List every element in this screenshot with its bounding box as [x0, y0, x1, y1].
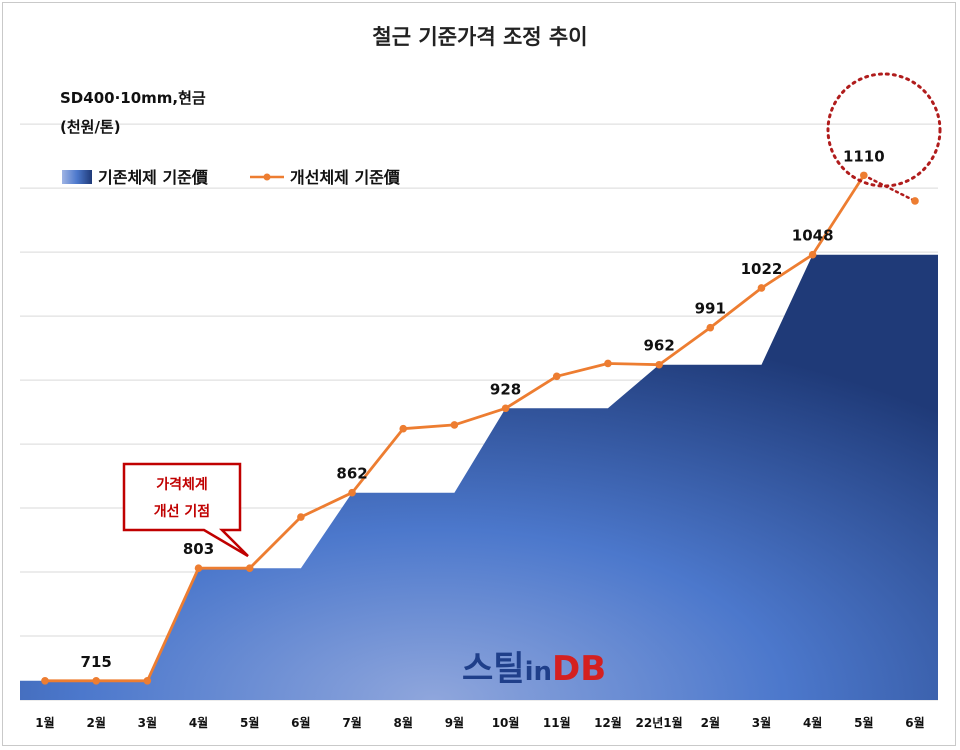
data-label: 862: [336, 465, 367, 483]
x-tick-label: 2월: [86, 715, 105, 730]
x-tick-label: 7월: [342, 715, 361, 730]
x-tick-label: 2월: [701, 715, 720, 730]
data-label: 715: [81, 653, 112, 671]
line-point: [194, 564, 203, 573]
x-tick-label: 8월: [394, 715, 413, 730]
callout-box: [122, 462, 249, 558]
data-label: 1048: [792, 227, 834, 245]
x-tick-label: 1월: [35, 715, 54, 730]
x-tick-label: 3월: [752, 715, 771, 730]
chart-title: 철근 기준가격 조정 추이: [372, 25, 587, 49]
line-point: [245, 564, 254, 573]
data-labels: 715 803 862 928 962 991 1022 1048 1110: [81, 147, 885, 670]
line-point: [757, 284, 766, 292]
x-tick-label: 3월: [138, 715, 157, 730]
x-tick-label: 4월: [189, 715, 208, 730]
x-tick-label: 6월: [905, 715, 924, 730]
callout-line1: 가격체계: [156, 476, 208, 493]
line-series: [41, 171, 919, 685]
x-tick-label: 10월: [492, 715, 520, 730]
line-point: [348, 488, 356, 497]
legend-label-line: 개선체제 기준價: [290, 168, 401, 187]
line-point: [450, 421, 459, 429]
data-label: 928: [490, 380, 521, 398]
line-point: [92, 677, 100, 685]
x-tick-label: 11월: [543, 715, 571, 730]
logo-text-2: in: [525, 657, 552, 687]
x-tick-label: 12월: [594, 715, 622, 730]
x-tick-label: 22년1월: [636, 715, 683, 730]
line-point: [501, 404, 510, 413]
legend: 기존체제 기준價 개선체제 기준價: [62, 168, 401, 187]
x-tick-label: 5월: [854, 715, 873, 730]
unit-label-line2: (천원/톤): [60, 118, 121, 136]
line-series-dashed-segment: [862, 174, 917, 203]
line-point: [143, 677, 152, 685]
line-point: [399, 424, 408, 433]
data-label: 962: [643, 337, 674, 355]
data-label: 991: [695, 300, 726, 318]
line-point: [911, 197, 919, 205]
logo-text-3: DB: [552, 649, 606, 689]
legend-swatch-marker: [263, 173, 271, 181]
line-point: [297, 513, 305, 521]
legend-swatch-area: [62, 170, 92, 184]
x-tick-label: 4월: [803, 715, 822, 730]
logo: 스틸inDB: [462, 649, 606, 689]
x-tick-label: 9월: [445, 715, 464, 730]
x-axis-ticks: 1월 2월 3월 4월 5월 6월 7월 8월 9월 10월 11월 12월 22년1월 2월 3월 4월 5월…: [35, 715, 924, 730]
data-label: 1022: [741, 260, 783, 278]
line-point: [808, 250, 817, 259]
line-point: [552, 372, 561, 381]
line-point: [655, 360, 663, 369]
svg-text:스틸inDB: 스틸inDB: [462, 649, 606, 689]
line-point: [604, 359, 612, 368]
line-point: [706, 323, 715, 332]
area-series-fill: [20, 254, 938, 700]
callout: 가격체계 개선 기점: [122, 462, 249, 558]
highlight-circle: [826, 72, 942, 188]
line-point: [41, 677, 49, 685]
x-tick-label: 6월: [291, 715, 310, 730]
x-tick-label: 5월: [240, 715, 259, 730]
callout-line2: 개선 기점: [154, 503, 210, 520]
line-point: [860, 171, 868, 180]
area-series: [20, 254, 938, 700]
data-label: 1110: [843, 147, 885, 165]
data-label: 803: [183, 540, 214, 558]
legend-label-area: 기존체제 기준價: [98, 168, 209, 187]
unit-label-line1: SD400·10mm,현금: [60, 89, 206, 107]
logo-text-1: 스틸: [462, 649, 525, 689]
